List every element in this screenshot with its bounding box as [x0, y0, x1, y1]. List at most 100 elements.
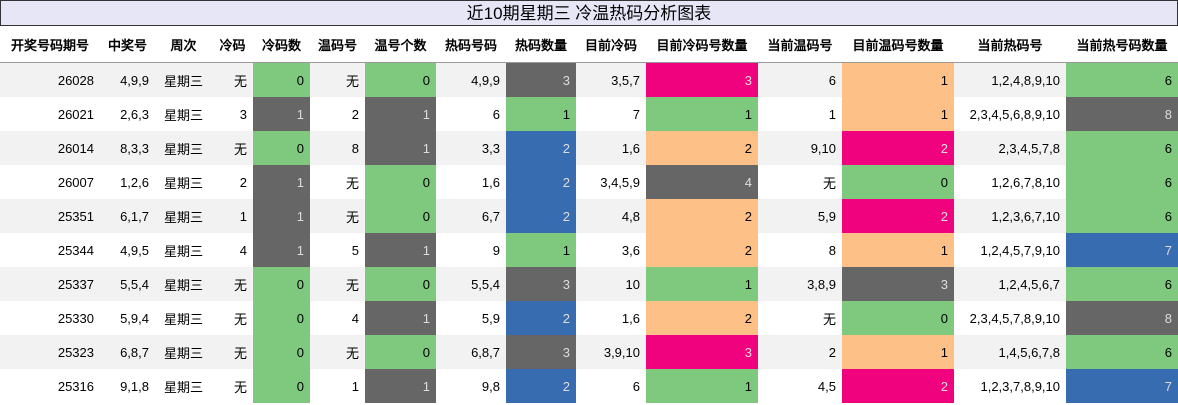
table-cell: 星期三: [155, 199, 212, 233]
table-cell: 0: [253, 301, 310, 335]
table-cell: 3,5,7: [576, 62, 646, 97]
table-cell: 1: [365, 97, 436, 131]
table-cell: 2,3,4,5,7,8: [954, 131, 1066, 165]
column-header: 温号个数: [365, 26, 436, 63]
table-row: 25323 6,8,7 星期三无 0 无 0 6,8,7 3 3,9,10 3 2 1 1,4,5,6,…: [0, 335, 1178, 369]
table-cell: 无: [212, 267, 253, 301]
table-cell: 1: [828, 106, 836, 122]
table-cell: 1: [842, 97, 954, 131]
table-cell: 8,3,3: [100, 131, 155, 165]
table-cell: 8: [828, 242, 836, 258]
table-cell: 无: [212, 131, 253, 165]
table-cell: 2: [506, 301, 576, 335]
table-cell: 星期三: [155, 335, 212, 369]
table-cell: 6,8,7: [100, 335, 155, 369]
table-cell: 星期三: [163, 243, 203, 259]
table-cell: 3: [646, 62, 758, 97]
table-cell: 5: [351, 242, 359, 258]
table-cell: 7: [632, 106, 640, 122]
table-cell: 1: [842, 62, 954, 97]
table-cell: 1,2,6: [120, 174, 149, 190]
table-cell: 0: [365, 335, 436, 369]
table-cell: 星期三: [163, 311, 203, 327]
table-cell: 3,4,5,9: [600, 174, 640, 190]
table-cell: 1: [646, 369, 758, 403]
table-cell: 2: [506, 199, 576, 233]
table-cell: 2: [646, 233, 758, 267]
table-cell: 1: [506, 97, 576, 131]
column-header: 冷码数: [253, 26, 310, 63]
table-cell: 1: [365, 369, 436, 403]
table-cell: 26021: [57, 106, 94, 122]
table-cell: 无: [310, 335, 365, 369]
table-cell: 0: [365, 62, 436, 97]
table-cell: 1,2,6,7,8,10: [991, 174, 1060, 190]
table-cell: 5,9: [481, 310, 500, 326]
table-cell: 6: [1066, 131, 1178, 165]
table-row: 26014 8,3,3 星期三无 0 8 1 3,3 2 1,6 2 9,10 2 2,3,4,5,7,…: [0, 131, 1178, 165]
table-cell: 0: [365, 165, 436, 199]
table-row: 25337 5,5,4 星期三无 0 无 0 5,5,4 3 10 1 3,8,9 3 1,2,4,5,…: [0, 267, 1178, 301]
table-cell: 26007: [57, 174, 94, 190]
table-cell: 1: [365, 233, 436, 267]
table-cell: 1: [253, 233, 310, 267]
table-cell: 4,8: [576, 199, 646, 233]
column-header: 热码数量: [506, 26, 576, 63]
column-header: 目前冷码号数量: [646, 26, 758, 63]
table-cell: 2: [646, 131, 758, 165]
table-cell: 7: [1066, 233, 1178, 267]
table-cell: 6,1,7: [100, 199, 155, 233]
table-row: 25316 9,1,8 星期三无 0 1 1 9,8 2 6 1 4,5 2 1,2,3,7,8,9,1…: [0, 369, 1178, 403]
table-cell: 1: [253, 165, 310, 199]
table-cell: 6: [632, 378, 640, 394]
table-row: 25351 6,1,7 星期三 1 1 无 0 6,7 2 4,8 2 5,9 2 1,2,3,6,7,1…: [0, 199, 1178, 233]
table-cell: 4,9,9: [100, 62, 155, 97]
table-cell: 1: [365, 301, 436, 335]
table-cell: 6,8,7: [436, 335, 506, 369]
table-row: 26007 1,2,6 星期三 2 1 无 0 1,6 2 3,4,5,9 4 无 0 1,2,6,7,8…: [0, 165, 1178, 199]
table-cell: 8: [310, 131, 365, 165]
table-cell: 3: [506, 267, 576, 301]
table-cell: 6: [758, 62, 842, 97]
table-cell: 2: [506, 131, 576, 165]
table-cell: 2: [758, 335, 842, 369]
table-cell: 1,2,4,5,6,7: [954, 267, 1066, 301]
table-cell: 2,3,4,5,7,8,9,10: [969, 310, 1060, 326]
table-cell: 1,6: [576, 131, 646, 165]
table-cell: 0: [842, 165, 954, 199]
table-cell: 9,10: [758, 131, 842, 165]
table-cell: 1,2,3,6,7,10: [954, 199, 1066, 233]
table-cell: 3,8,9: [758, 267, 842, 301]
table-cell: 25323: [0, 335, 100, 369]
table-cell: 8: [1066, 301, 1178, 335]
table-cell: 3,3: [436, 131, 506, 165]
table-cell: 星期三: [155, 62, 212, 97]
table-row: 25344 4,9,5 星期三 4 1 5 1 9 1 3,6 2 8 1 1,2,4,5,7,9,10 7: [0, 233, 1178, 267]
table-cell: 25337: [0, 267, 100, 301]
table-cell: 无: [822, 311, 836, 327]
table-cell: 1,2,3,7,8,9,10: [980, 378, 1060, 394]
table-cell: 0: [365, 199, 436, 233]
table-cell: 0: [253, 62, 310, 97]
table-cell: 无: [233, 379, 247, 395]
table-cell: 3: [646, 335, 758, 369]
table-cell: 6,7: [436, 199, 506, 233]
table-cell: 星期三: [163, 175, 203, 191]
table-cell: 0: [253, 131, 310, 165]
table-cell: 1: [506, 233, 576, 267]
table-cell: 无: [212, 335, 253, 369]
table-cell: 1: [212, 199, 253, 233]
data-table: 开奖号码期号 中奖号 周次 冷码 冷码数 温码号 温号个数 热码号码 热码数量 目前冷码 目前冷码号…: [0, 26, 1178, 403]
table-cell: 6: [1066, 199, 1178, 233]
table-cell: 10: [576, 267, 646, 301]
table-cell: 26028: [0, 62, 100, 97]
table-cell: 9,1,8: [120, 378, 149, 394]
table-cell: 1,6: [621, 310, 640, 326]
table-cell: 1: [646, 267, 758, 301]
table-cell: 3: [506, 335, 576, 369]
table-cell: 无: [310, 267, 365, 301]
header-row: 开奖号码期号 中奖号 周次 冷码 冷码数 温码号 温号个数 热码号码 热码数量 目前冷码 目前冷码号…: [0, 26, 1178, 63]
table-cell: 26014: [0, 131, 100, 165]
column-header: 冷码: [212, 26, 253, 63]
table-cell: 4,9,5: [120, 242, 149, 258]
